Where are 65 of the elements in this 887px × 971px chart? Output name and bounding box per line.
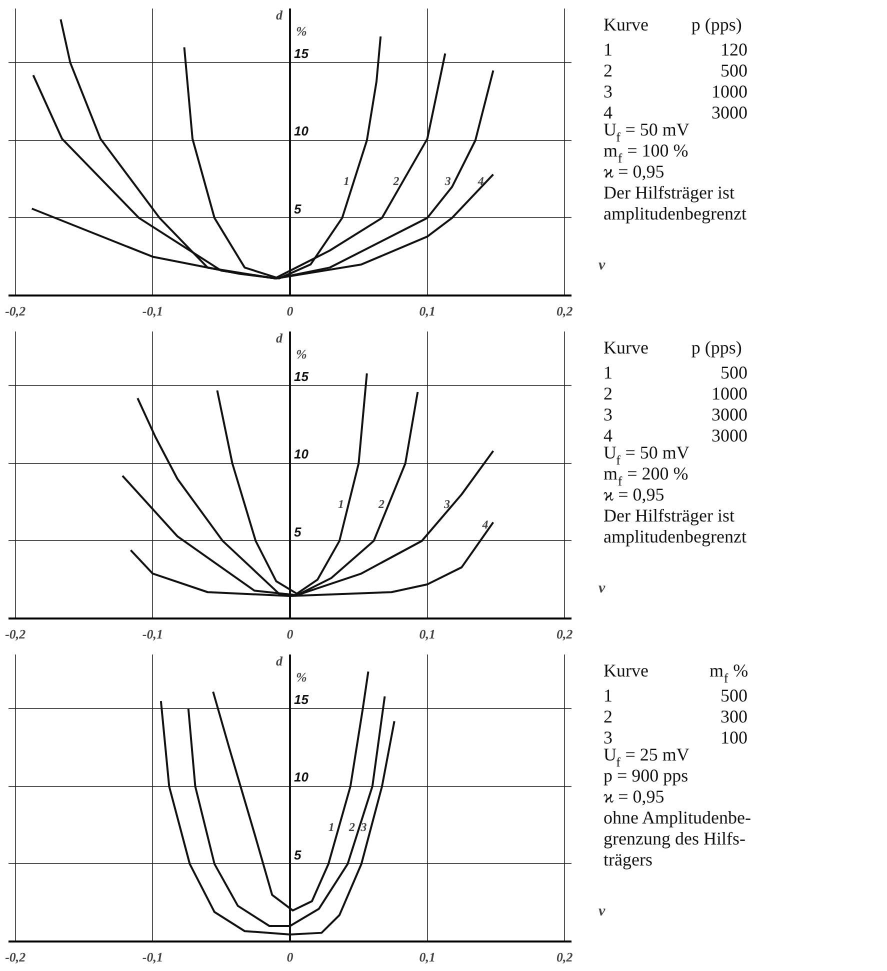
text: 3 3000: [604, 404, 748, 424]
text: grenzung des Hilfs-: [604, 828, 746, 848]
text: Kurve p (pps): [604, 338, 742, 358]
text: Kurve p (pps): [604, 14, 742, 34]
series-label: 4: [481, 517, 488, 532]
series-label: 1: [344, 174, 350, 188]
text: p = 900 pps: [604, 766, 688, 786]
text: amplitudenbegrenzt: [604, 204, 746, 224]
text: 1 500: [604, 686, 748, 706]
x-axis-title: v: [598, 580, 606, 596]
y-axis-title: d %: [276, 654, 307, 684]
text: 1 500: [604, 362, 748, 382]
text: 2 300: [604, 706, 748, 726]
x-tick-label: 0,1: [419, 626, 436, 642]
x-tick-label: 0: [286, 626, 294, 642]
y-tick-label: 15: [294, 46, 310, 62]
text: ϰ = 0,95: [604, 786, 664, 806]
text: 4 3000: [604, 102, 748, 122]
x-tick-label: -0,2: [5, 626, 26, 642]
x-axis-title: v: [598, 904, 606, 920]
text: 3 100: [604, 728, 748, 748]
series-label: 1: [338, 497, 344, 512]
text: 3 1000: [604, 82, 748, 102]
y-tick-label: 15: [294, 369, 310, 384]
y-tick-label: 10: [294, 124, 310, 139]
x-tick-label: -0,1: [142, 950, 163, 964]
y-tick-label: 5: [294, 847, 302, 862]
x-tick-label: 0,1: [419, 950, 436, 964]
text: 2 1000: [604, 384, 748, 404]
series-label: 1: [328, 820, 334, 834]
series-label: 2: [348, 820, 356, 834]
y-axis-title: d %: [276, 330, 307, 362]
series-label: 2: [378, 497, 385, 512]
x-tick-label: 0: [286, 304, 294, 318]
text: ohne Amplitudenbe-: [604, 808, 751, 828]
x-tick-label: 0,2: [556, 950, 574, 964]
y-tick-label: 5: [294, 524, 302, 540]
x-tick-label: 0,2: [556, 304, 574, 318]
x-tick-label: 0,1: [419, 304, 436, 318]
text: 4 3000: [604, 426, 748, 446]
text: 2 500: [604, 60, 748, 80]
y-tick-label: 10: [294, 446, 310, 462]
text: Der Hilfsträger ist: [604, 182, 734, 202]
series-label: 4: [476, 174, 484, 188]
x-tick-label: 0,2: [556, 626, 574, 642]
x-tick-label: -0,2: [5, 304, 26, 318]
text: ϰ = 0,95: [604, 162, 664, 182]
y-tick-label: 5: [294, 201, 302, 216]
x-tick-label: 0: [286, 950, 294, 964]
text: amplitudenbegrenzt: [604, 526, 746, 546]
x-axis-title: v: [598, 258, 606, 274]
series-label: 3: [360, 820, 367, 834]
series-label: 3: [444, 174, 451, 188]
series-label: 2: [392, 174, 400, 188]
x-tick-label: -0,1: [142, 626, 163, 642]
y-tick-label: 10: [294, 770, 310, 785]
text: 1 120: [604, 40, 748, 60]
x-tick-label: -0,2: [5, 950, 26, 964]
y-axis-title: d %: [276, 8, 307, 38]
y-tick-label: 15: [294, 692, 310, 708]
text: ϰ = 0,95: [604, 484, 664, 504]
x-tick-label: -0,1: [142, 304, 163, 318]
text: trägers: [604, 850, 652, 870]
series-label: 3: [443, 497, 450, 512]
text: Der Hilfsträger ist: [604, 506, 734, 526]
